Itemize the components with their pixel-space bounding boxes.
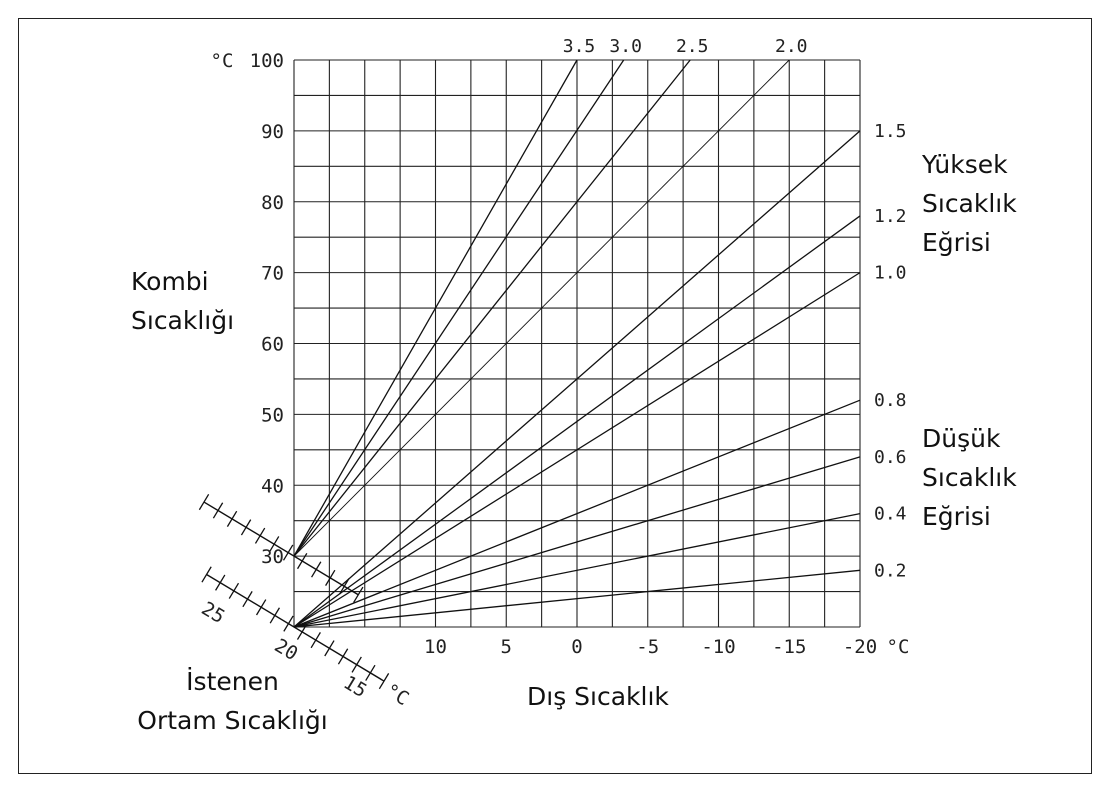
x-tick-label-6: -20: [843, 636, 877, 658]
y-axis-unit: °C: [211, 50, 234, 72]
curve-label-2-5: 2.5: [676, 36, 709, 57]
curve-label-3-0: 3.0: [609, 36, 642, 57]
lower-room-scale-tick-11: [351, 656, 362, 673]
curve-1-5: [293, 130, 861, 628]
high-temp-group-label: Yüksek Sıcaklık Eğrisi: [922, 145, 1017, 262]
upper-room-scale-tick-3: [240, 519, 252, 536]
y-tick-label-2: 50: [261, 404, 284, 426]
curve-1-0: [293, 272, 861, 628]
x-tick-label-4: -10: [701, 636, 735, 658]
low-temp-group-line-2: Sıcaklık: [922, 463, 1017, 492]
y-tick-label-3: 60: [261, 334, 284, 356]
lower-room-scale-tick-8: [310, 632, 321, 649]
curve-0-8: [293, 399, 861, 628]
lower-room-scale-tick-13: [378, 673, 390, 690]
upper-room-scale-tick-7: [296, 552, 308, 570]
curves: [293, 59, 861, 628]
y-tick-label-5: 80: [261, 192, 284, 214]
room-tick-label-2: 15: [340, 672, 371, 703]
lower-room-scale-tick-0: [201, 566, 212, 583]
room-temperature-scale: [198, 493, 390, 690]
curve-label-0-6: 0.6: [874, 447, 907, 468]
room-temp-title: İstenen Ortam Sıcaklığı: [135, 662, 330, 740]
room-temp-title-line-1: İstenen: [186, 667, 279, 696]
y-axis-title-line-2: Sıcaklığı: [131, 306, 235, 335]
high-temp-group-line-3: Eğrisi: [922, 228, 991, 257]
upper-room-scale-axis: [203, 501, 359, 596]
y-tick-label-1: 40: [261, 475, 284, 497]
lower-room-scale-tick-3: [242, 591, 253, 608]
x-tick-label-1: 5: [501, 636, 512, 658]
upper-room-scale-tick-5: [268, 536, 280, 553]
curve-label-3-5: 3.5: [563, 36, 596, 57]
y-tick-label-6: 90: [261, 121, 284, 143]
upper-room-scale-tick-2: [226, 510, 238, 527]
x-tick-label-0: 10: [424, 636, 447, 658]
chart-frame: [18, 18, 1092, 774]
room-temp-title-line-2: Ortam Sıcaklığı: [137, 706, 328, 735]
lower-room-scale-tick-1: [215, 574, 226, 591]
lower-room-scale-tick-2: [228, 582, 240, 599]
upper-room-scale-tick-4: [254, 527, 266, 544]
upper-room-scale-tick-6: [282, 544, 294, 561]
curve-0-4: [293, 512, 861, 628]
x-tick-label-5: -15: [772, 636, 806, 658]
curve-label-2-0: 2.0: [775, 36, 808, 57]
upper-room-scale-tick-9: [325, 569, 336, 586]
high-temp-group-line-1: Yüksek: [922, 150, 1008, 179]
low-temp-group-line-3: Eğrisi: [922, 502, 991, 531]
curve-2-5: [293, 59, 691, 557]
lower-room-scale-axis: [206, 573, 385, 682]
upper-room-scale-tick-10: [339, 578, 350, 595]
low-temp-group-label: Düşük Sıcaklık Eğrisi: [922, 419, 1017, 536]
high-temp-group-line-2: Sıcaklık: [922, 189, 1017, 218]
y-tick-label-7: 100: [250, 50, 284, 72]
curve-label-1-2: 1.2: [874, 206, 907, 227]
lower-room-scale-tick-7: [296, 623, 308, 640]
curve-0-6: [293, 456, 861, 628]
upper-room-scale-tick-1: [212, 502, 224, 519]
curve-3-5: [293, 59, 578, 557]
lower-room-scale-tick-9: [324, 640, 335, 657]
y-tick-label-0: 30: [261, 546, 284, 568]
curve-0-2: [293, 569, 861, 628]
curve-label-1-0: 1.0: [874, 263, 907, 284]
curve-label-0-8: 0.8: [874, 390, 907, 411]
low-temp-group-line-1: Düşük: [922, 424, 1001, 453]
lower-room-scale-tick-6: [283, 615, 294, 632]
curve-label-1-5: 1.5: [874, 121, 907, 142]
x-tick-label-2: 0: [571, 636, 582, 658]
x-axis-unit: °C: [887, 636, 910, 658]
y-tick-label-4: 70: [261, 263, 284, 285]
room-axis-unit: °C: [382, 680, 413, 711]
lower-room-scale-tick-12: [365, 664, 376, 681]
upper-room-scale-tick-8: [311, 561, 322, 578]
room-tick-label-1: 20: [271, 635, 302, 666]
x-axis-title: Dış Sıcaklık: [527, 682, 669, 711]
curve-label-0-2: 0.2: [874, 560, 907, 581]
x-tick-label-3: -5: [636, 636, 659, 658]
lower-room-scale-tick-5: [269, 607, 281, 624]
lower-room-scale-tick-4: [255, 599, 267, 616]
upper-room-scale-tick-0: [198, 493, 210, 511]
curve-label-0-4: 0.4: [874, 504, 907, 525]
curve-1-2: [293, 215, 861, 628]
y-axis-title: Kombi Sıcaklığı: [131, 262, 234, 340]
curve-2-0: [293, 59, 790, 557]
y-axis-title-line-1: Kombi: [131, 267, 209, 296]
curve-3-0: [293, 59, 625, 557]
upper-room-scale-tick-11: [353, 586, 364, 603]
room-tick-label-0: 25: [198, 598, 229, 629]
lower-room-scale-tick-10: [337, 648, 349, 665]
